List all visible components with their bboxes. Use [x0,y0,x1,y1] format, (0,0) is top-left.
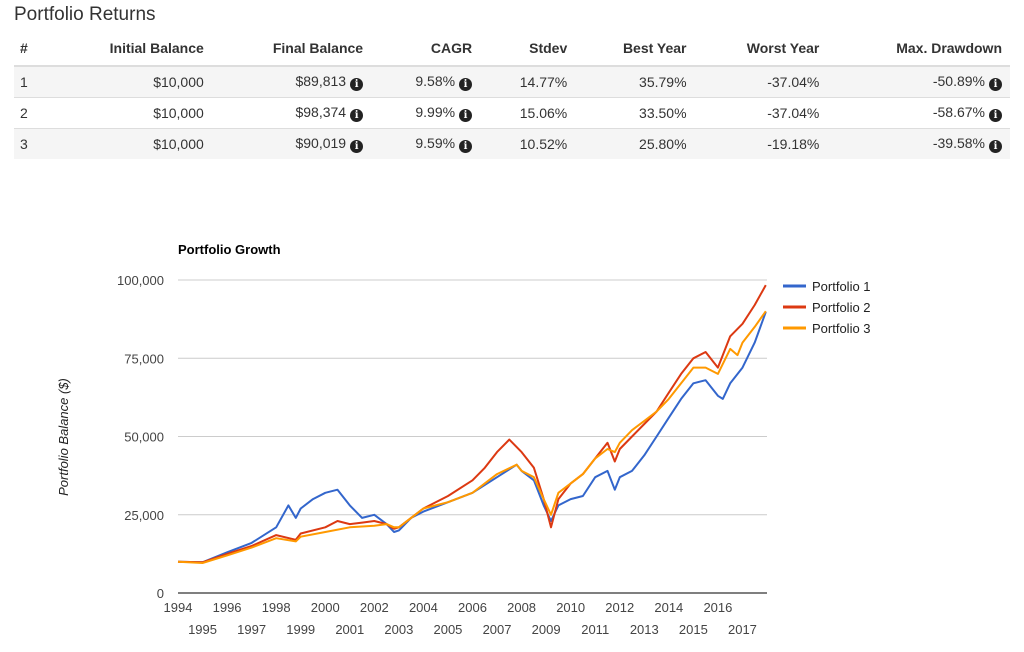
table-header-row: # Initial Balance Final Balance CAGR Stdev Be… [14,36,1010,67]
x-tick-label: 2016 [703,600,732,615]
table-cell: $10,000 [46,65,212,98]
page-title: Portfolio Returns [14,4,156,25]
table-row: 1 $10,000 $89,813 i 9.58% i 14.77% 35.79% -37.04… [14,65,1010,98]
x-tick-label: 2014 [654,600,683,615]
info-circle-icon[interactable]: i [350,140,364,153]
table-cell: 15.06% [480,97,576,129]
x-tick-label: 2001 [335,622,364,637]
chart-title: Portfolio Growth [178,242,281,257]
series-line-3 [177,310,767,564]
x-tick-label: 1998 [262,600,291,615]
x-tick-label: 2009 [532,622,561,637]
table-cell: 10.52% [480,128,576,159]
x-tick-label: 2008 [507,600,536,615]
table-cell: 1 [14,65,47,98]
table-cell: -58.67% i [827,97,1010,129]
x-tick-label: 2003 [384,622,413,637]
x-tick-label: 2007 [483,622,512,637]
table-cell: 2 [14,97,47,129]
column-header: Worst Year [694,36,828,67]
table-cell: $10,000 [46,128,212,159]
series-line-2 [177,284,767,564]
info-circle-icon[interactable]: i [989,140,1002,153]
table-cell: 14.77% [480,65,576,98]
legend-label: Portfolio 3 [812,321,871,336]
column-header: Max. Drawdown [827,36,1010,67]
table-cell: -37.04% [694,65,828,98]
x-tick-label: 1999 [286,622,315,637]
x-tick-label: 2011 [581,622,609,637]
info-circle-icon[interactable]: i [459,78,473,91]
x-tick-label: 1994 [164,600,193,615]
x-tick-label: 2017 [728,622,757,637]
table-cell: -50.89% i [827,65,1010,98]
y-axis-label: Portfolio Balance ($) [56,378,71,496]
x-tick-label: 2000 [311,600,340,615]
table-cell: 25.80% [575,128,695,159]
x-tick-label: 2006 [458,600,487,615]
column-header: Best Year [575,36,695,67]
info-circle-icon[interactable]: i [459,140,473,153]
x-tick-label: 2002 [360,600,389,615]
column-header: Initial Balance [46,36,212,67]
table-cell: -37.04% [694,97,828,129]
y-tick-label: 25,000 [124,508,164,523]
y-tick-label: 0 [157,586,164,601]
info-circle-icon[interactable]: i [989,78,1002,91]
table-cell: 33.50% [575,97,695,129]
x-tick-label: 2012 [605,600,634,615]
column-header: CAGR [371,36,481,67]
table-cell: $90,019 i [211,128,372,159]
column-header: Final Balance [211,36,372,67]
info-circle-icon[interactable]: i [350,109,364,122]
table-cell: 9.59% i [371,128,481,159]
legend-label: Portfolio 2 [812,300,871,315]
table-row: 2 $10,000 $98,374 i 9.99% i 15.06% 33.50% -37.04… [14,97,1010,129]
legend-label: Portfolio 1 [812,279,871,294]
table-cell: $10,000 [46,97,212,129]
table-cell: 3 [14,128,47,159]
y-tick-label: 75,000 [124,351,164,366]
table-cell: $98,374 i [211,97,372,129]
table-row: 3 $10,000 $90,019 i 9.59% i 10.52% 25.80% -19.18… [14,128,1010,159]
x-tick-label: 1997 [237,622,266,637]
x-tick-label: 1995 [188,622,217,637]
series-line-1 [177,311,767,564]
table-cell: -19.18% [694,128,828,159]
table-cell: 9.99% i [371,97,481,129]
column-header: Stdev [480,36,576,67]
portfolio-returns-table: # Initial Balance Final Balance CAGR Stdev Be… [14,36,1010,159]
table-cell: $89,813 i [211,65,372,98]
y-tick-label: 100,000 [117,273,164,288]
info-circle-icon[interactable]: i [989,109,1002,122]
x-tick-label: 2005 [433,622,462,637]
y-tick-label: 50,000 [124,430,164,445]
info-circle-icon[interactable]: i [350,78,364,91]
info-circle-icon[interactable]: i [459,109,473,122]
x-tick-label: 2013 [630,622,659,637]
x-tick-label: 2004 [409,600,438,615]
column-header: # [14,36,47,67]
table-cell: 35.79% [575,65,695,98]
x-tick-label: 2015 [679,622,708,637]
x-tick-label: 1996 [213,600,242,615]
table-cell: 9.58% i [371,65,481,98]
table-cell: -39.58% i [827,128,1010,159]
x-tick-label: 2010 [556,600,585,615]
